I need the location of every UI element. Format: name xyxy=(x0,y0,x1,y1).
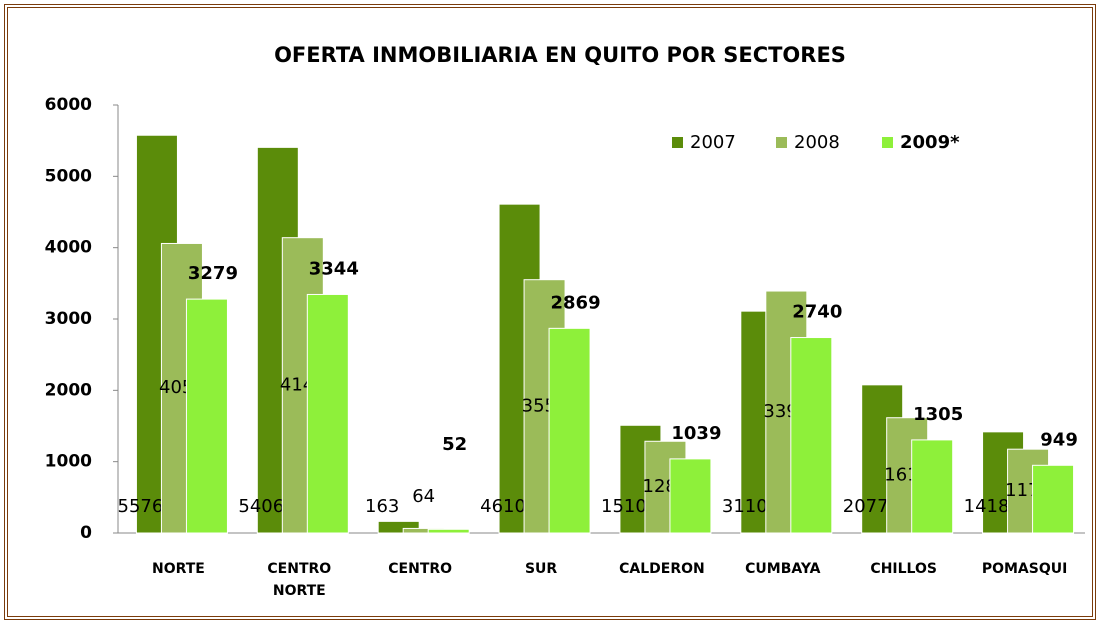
data-label: 64 xyxy=(412,486,435,507)
y-tick-label: 6000 xyxy=(45,95,92,115)
data-label: 3110 xyxy=(722,496,768,517)
bar xyxy=(1032,464,1075,534)
x-tick-label: CENTRO NORTE xyxy=(267,561,332,599)
data-label: 1039 xyxy=(671,423,721,444)
legend-label: 2007 xyxy=(690,132,736,153)
x-tick-label: SUR xyxy=(524,561,558,577)
chart-title: OFERTA INMOBILIARIA EN QUITO POR SECTORE… xyxy=(274,43,846,67)
y-tick-label: 0 xyxy=(80,523,92,543)
x-tick-label: CENTRO xyxy=(388,561,453,577)
data-label: 2869 xyxy=(551,292,601,313)
bar xyxy=(669,458,712,534)
bar xyxy=(790,337,833,534)
data-label: 163 xyxy=(365,496,399,517)
legend-label: 2008 xyxy=(794,132,840,153)
data-label: 2077 xyxy=(843,496,889,517)
data-label: 2740 xyxy=(792,302,842,323)
data-label: 5576 xyxy=(118,496,164,517)
legend-swatch xyxy=(882,137,893,148)
bar xyxy=(911,439,954,534)
bar xyxy=(427,528,470,534)
data-label: 1305 xyxy=(913,404,963,425)
data-label: 4610 xyxy=(480,496,526,517)
data-label: 5406 xyxy=(238,496,284,517)
bar xyxy=(306,293,349,534)
bar xyxy=(185,298,228,534)
data-label: 1418 xyxy=(964,496,1010,517)
data-label: 949 xyxy=(1040,429,1078,450)
data-label: 1510 xyxy=(601,496,647,517)
y-tick-label: 4000 xyxy=(45,238,92,258)
data-label: 3344 xyxy=(309,258,359,279)
x-tick-label: CUMBAYA xyxy=(745,561,821,577)
y-tick-label: 1000 xyxy=(45,452,92,472)
frame xyxy=(4,4,1096,620)
bar xyxy=(548,327,591,534)
data-label: 3279 xyxy=(188,263,238,284)
y-tick-label: 2000 xyxy=(45,380,92,400)
legend-label: 2009* xyxy=(900,132,960,153)
bar xyxy=(377,520,420,534)
legend-swatch xyxy=(672,137,683,148)
x-tick-label: NORTE xyxy=(151,561,205,577)
x-tick-label: CALDERON xyxy=(619,561,705,577)
x-tick-label: POMASQUI xyxy=(981,561,1068,577)
legend-swatch xyxy=(776,137,787,148)
y-tick-label: 5000 xyxy=(45,166,92,186)
data-label: 52 xyxy=(442,434,467,455)
x-tick-label: CHILLOS xyxy=(870,561,937,577)
y-tick-label: 3000 xyxy=(45,309,92,329)
